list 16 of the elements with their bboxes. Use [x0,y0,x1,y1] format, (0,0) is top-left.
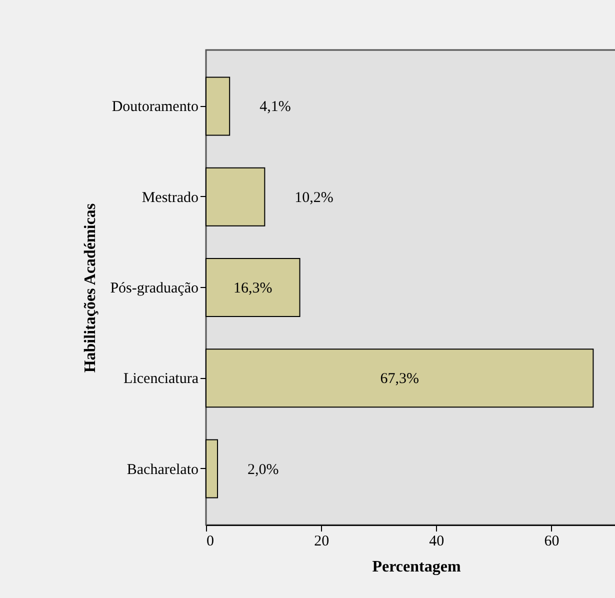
data-label: 16,3% [234,280,272,296]
y-tick-label: Doutoramento [112,99,198,116]
y-tick-label: Bacharelato [126,462,198,478]
data-label: 4,1% [260,99,291,116]
x-axis-title: Percentagem [372,558,462,576]
data-label: 2,0% [248,462,279,478]
x-tick-label: 40 [429,534,444,550]
y-axis-title: Habilitações Académicas [82,203,100,373]
data-label: 10,2% [294,190,334,206]
y-tick-label: Licenciatura [124,371,199,388]
x-tick-label: 60 [544,534,560,550]
x-tick-label: 20 [314,534,330,550]
y-tick-label: Mestrado [142,190,198,206]
data-label: 67,3% [380,371,419,388]
x-tick-label: 0 [206,534,214,550]
y-tick-label: Pós-graduação [110,280,198,296]
